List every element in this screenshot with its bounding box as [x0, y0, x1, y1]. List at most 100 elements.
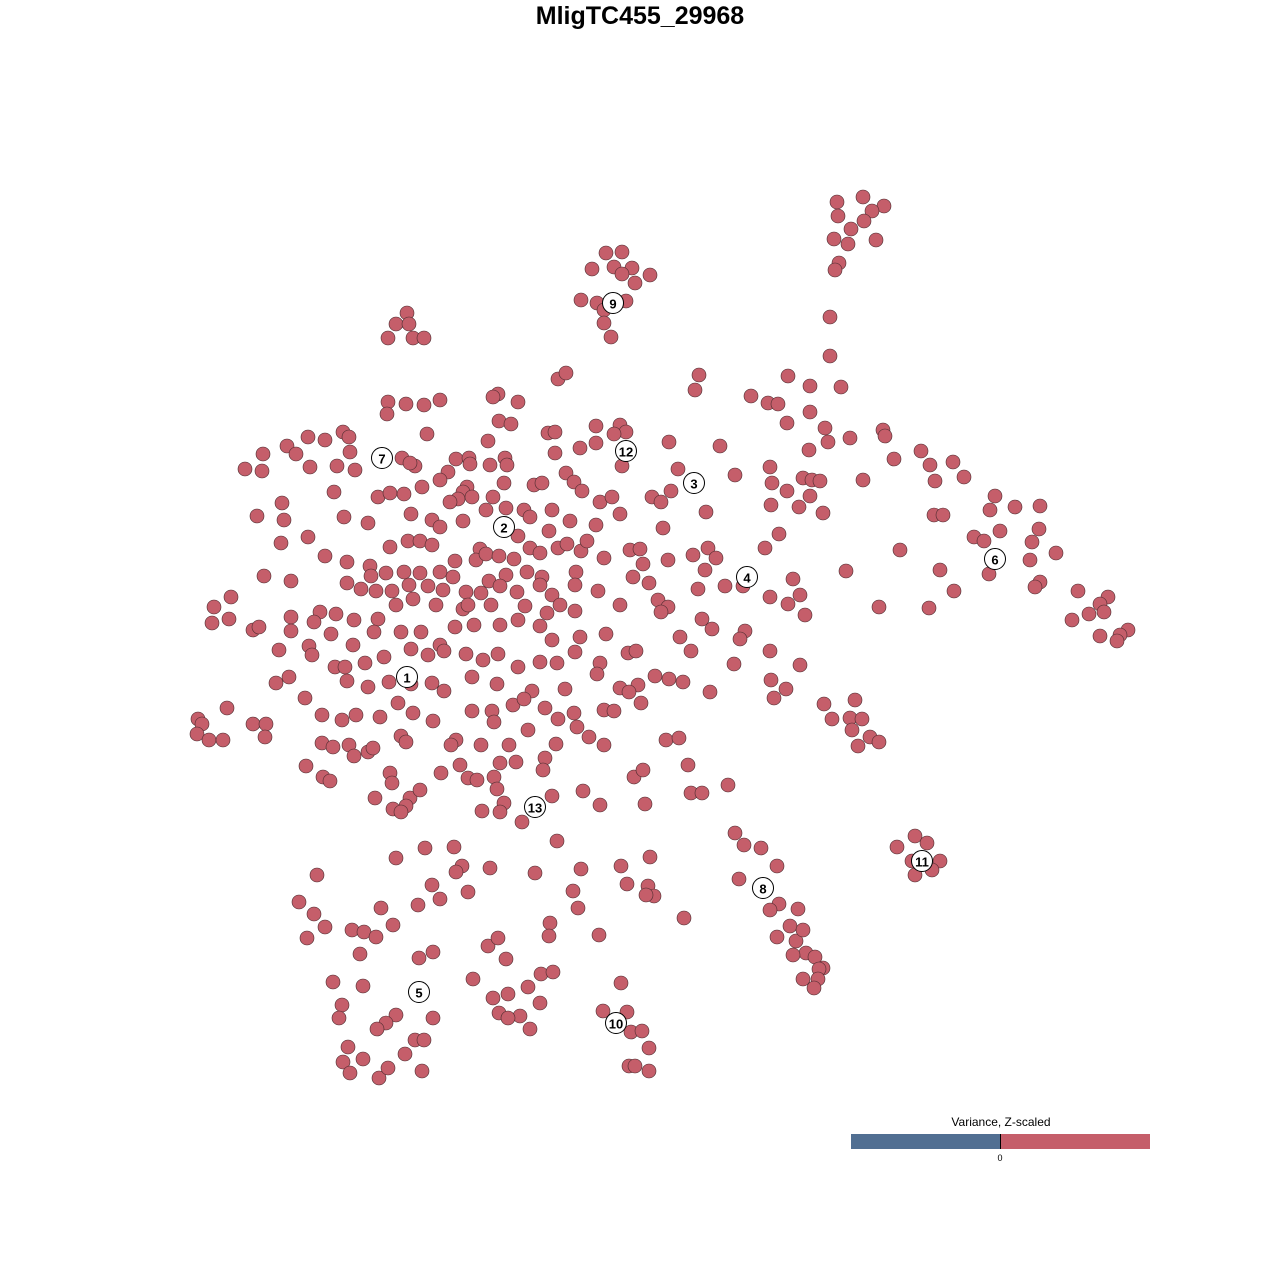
data-point [424, 537, 440, 553]
data-point [403, 506, 419, 522]
data-point [618, 424, 634, 440]
data-point [257, 729, 273, 745]
data-point [606, 703, 622, 719]
data-point [557, 681, 573, 697]
data-point [508, 754, 524, 770]
data-point [612, 506, 628, 522]
data-point [567, 577, 583, 593]
data-point [309, 867, 325, 883]
data-point [625, 569, 641, 585]
data-point [762, 643, 778, 659]
data-point [572, 440, 588, 456]
data-point [510, 612, 526, 628]
cluster-label-circle [493, 516, 515, 538]
data-point [432, 891, 448, 907]
data-point [877, 428, 893, 444]
data-point [592, 797, 608, 813]
cluster-label: 7 [371, 447, 393, 469]
data-point [534, 475, 550, 491]
data-point [697, 562, 713, 578]
data-point [802, 488, 818, 504]
data-point [690, 581, 706, 597]
cluster-label-circle [615, 440, 637, 462]
data-point [614, 244, 630, 260]
data-point [464, 669, 480, 685]
data-point [347, 462, 363, 478]
data-point [420, 647, 436, 663]
data-point [304, 647, 320, 663]
data-point [398, 396, 414, 412]
data-point [822, 348, 838, 364]
data-point [816, 696, 832, 712]
data-point [373, 900, 389, 916]
data-point [370, 611, 386, 627]
data-point [868, 232, 884, 248]
data-point [492, 804, 508, 820]
data-point [820, 434, 836, 450]
data-point [283, 573, 299, 589]
data-point [433, 765, 449, 781]
data-point [336, 509, 352, 525]
data-point [532, 995, 548, 1011]
data-point [416, 1032, 432, 1048]
data-point [675, 674, 691, 690]
cluster-label-circle [524, 796, 546, 818]
cluster-label-text: 11 [915, 855, 929, 870]
data-point [436, 683, 452, 699]
data-point [763, 497, 779, 513]
data-point [581, 729, 597, 745]
data-point [565, 883, 581, 899]
data-point [410, 897, 426, 913]
data-point [365, 740, 381, 756]
data-point [552, 597, 568, 613]
data-point [283, 609, 299, 625]
data-point [512, 1008, 528, 1024]
data-point [700, 540, 716, 556]
data-point [544, 587, 560, 603]
cluster-label-text: 3 [690, 477, 697, 492]
data-point [334, 997, 350, 1013]
data-point [325, 974, 341, 990]
data-point [490, 646, 506, 662]
data-point [237, 461, 253, 477]
data-point [544, 502, 560, 518]
data-point [368, 583, 384, 599]
data-point [892, 542, 908, 558]
data-point [420, 578, 436, 594]
data-point [339, 673, 355, 689]
data-point [412, 782, 428, 798]
data-point [291, 894, 307, 910]
data-point [380, 330, 396, 346]
data-point [388, 850, 404, 866]
data-point [396, 564, 412, 580]
data-point [328, 606, 344, 622]
data-point [855, 189, 871, 205]
data-point [397, 1046, 413, 1062]
data-point [424, 877, 440, 893]
data-point [436, 643, 452, 659]
data-point [802, 404, 818, 420]
data-point [766, 690, 782, 706]
data-point [281, 669, 297, 685]
data-point [956, 469, 972, 485]
data-point [797, 607, 813, 623]
data-point [445, 569, 461, 585]
data-point [935, 507, 951, 523]
data-point [413, 624, 429, 640]
data-point [544, 788, 560, 804]
cluster-label: 13 [524, 796, 546, 818]
data-point [864, 203, 880, 219]
data-point [204, 615, 220, 631]
data-point [273, 535, 289, 551]
data-point [522, 509, 538, 525]
data-point [567, 603, 583, 619]
data-point [987, 488, 1003, 504]
data-point [641, 575, 657, 591]
data-point [482, 457, 498, 473]
data-point [360, 515, 376, 531]
data-point [946, 583, 962, 599]
data-point [498, 500, 514, 516]
data-point [570, 900, 586, 916]
data-point [527, 865, 543, 881]
data-point [1022, 552, 1038, 568]
